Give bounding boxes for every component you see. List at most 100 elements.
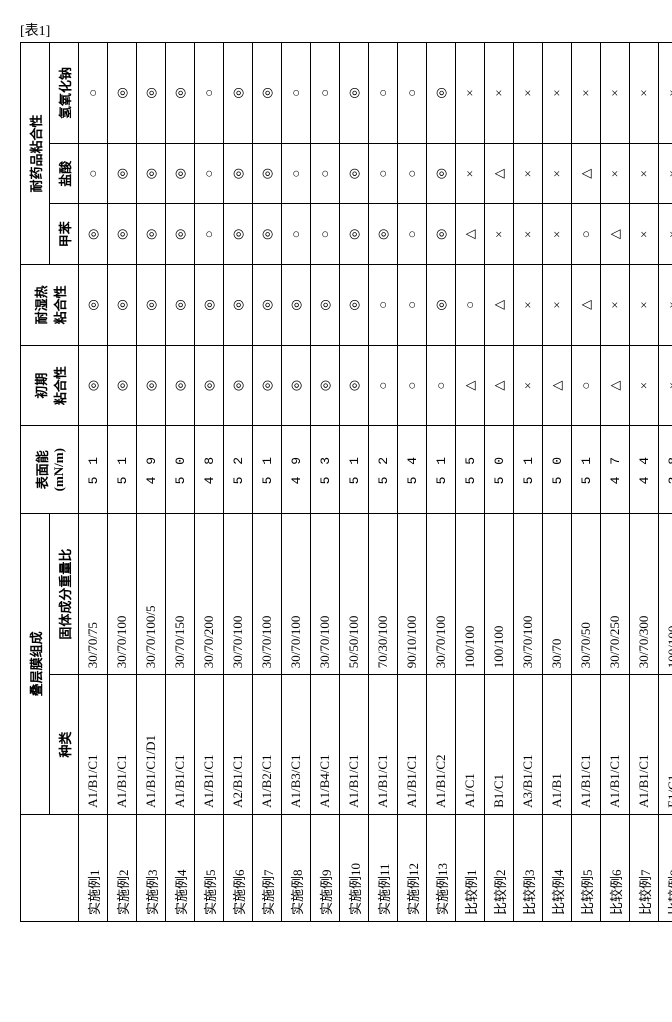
cell-wet-heat: ◎ xyxy=(253,265,282,346)
row-label: 比较例1 xyxy=(456,814,485,921)
cell-wet-heat: ◎ xyxy=(427,265,456,346)
cell-type: A1/C1 xyxy=(456,675,485,815)
row-label: 实施例3 xyxy=(137,814,166,921)
cell-ratio: 30/70/100/5 xyxy=(137,513,166,674)
cell-surface-energy: 4 7 xyxy=(601,426,630,513)
cell-wet-heat: ○ xyxy=(456,265,485,346)
cell-naoh: ◎ xyxy=(137,43,166,144)
cell-toluene: ◎ xyxy=(224,204,253,265)
table-row: 比较例5A1/B1/C130/70/505 1○△○△× xyxy=(572,43,601,922)
cell-surface-energy: 5 0 xyxy=(166,426,195,513)
cell-wet-heat: × xyxy=(630,265,659,346)
cell-type: E1/C1 xyxy=(659,675,672,815)
table-row: 实施例13A1/B1/C230/70/1005 1○◎◎◎◎ xyxy=(427,43,456,922)
cell-hcl: × xyxy=(630,143,659,204)
cell-type: A2/B1/C1 xyxy=(224,675,253,815)
cell-ratio: 50/50/100 xyxy=(340,513,369,674)
cell-ratio: 30/70/150 xyxy=(166,513,195,674)
col-initial-adhesion: 初期 粘合性 xyxy=(21,345,79,426)
row-label: 比较例2 xyxy=(485,814,514,921)
cell-initial: ○ xyxy=(398,345,427,426)
col-hcl: 盐酸 xyxy=(50,143,79,204)
cell-toluene: ◎ xyxy=(253,204,282,265)
cell-ratio: 30/70/200 xyxy=(195,513,224,674)
cell-surface-energy: 5 1 xyxy=(514,426,543,513)
cell-wet-heat: × xyxy=(659,265,672,346)
row-label: 实施例5 xyxy=(195,814,224,921)
cell-ratio: 30/70/100 xyxy=(427,513,456,674)
cell-ratio: 30/70/100 xyxy=(224,513,253,674)
cell-naoh: ○ xyxy=(311,43,340,144)
cell-ratio: 30/70/250 xyxy=(601,513,630,674)
cell-hcl: ◎ xyxy=(137,143,166,204)
cell-type: B1/C1 xyxy=(485,675,514,815)
cell-toluene: × xyxy=(659,204,672,265)
cell-ratio: 30/70/75 xyxy=(79,513,108,674)
row-label: 实施例1 xyxy=(79,814,108,921)
cell-wet-heat: ◎ xyxy=(108,265,137,346)
row-label: 实施例7 xyxy=(253,814,282,921)
cell-surface-energy: 4 8 xyxy=(195,426,224,513)
cell-ratio: 100/100 xyxy=(485,513,514,674)
cell-hcl: ○ xyxy=(398,143,427,204)
row-label: 实施例11 xyxy=(369,814,398,921)
cell-hcl: ○ xyxy=(79,143,108,204)
cell-toluene: ◎ xyxy=(79,204,108,265)
cell-initial: △ xyxy=(601,345,630,426)
cell-ratio: 30/70/50 xyxy=(572,513,601,674)
cell-surface-energy: 5 1 xyxy=(340,426,369,513)
cell-wet-heat: ◎ xyxy=(340,265,369,346)
cell-initial: ◎ xyxy=(224,345,253,426)
cell-toluene: ◎ xyxy=(369,204,398,265)
cell-hcl: ○ xyxy=(311,143,340,204)
row-label: 实施例9 xyxy=(311,814,340,921)
col-surface-energy: 表面能 (mN/m) xyxy=(21,426,79,513)
cell-initial: × xyxy=(514,345,543,426)
row-label: 实施例6 xyxy=(224,814,253,921)
cell-hcl: △ xyxy=(485,143,514,204)
cell-initial: × xyxy=(659,345,672,426)
cell-initial: ○ xyxy=(369,345,398,426)
cell-ratio: 30/70/100 xyxy=(311,513,340,674)
col-wet-heat-adhesion: 耐湿热 粘合性 xyxy=(21,265,79,346)
table-row: 实施例7A1/B2/C130/70/1005 1◎◎◎◎◎ xyxy=(253,43,282,922)
cell-toluene: × xyxy=(514,204,543,265)
row-label: 比较例5 xyxy=(572,814,601,921)
cell-naoh: × xyxy=(659,43,672,144)
cell-ratio: 30/70/100 xyxy=(282,513,311,674)
table-row: 实施例1A1/B1/C130/70/755 1◎◎◎○○ xyxy=(79,43,108,922)
cell-type: A1/B1/C2 xyxy=(427,675,456,815)
cell-initial: △ xyxy=(456,345,485,426)
cell-initial: ◎ xyxy=(166,345,195,426)
cell-naoh: ◎ xyxy=(166,43,195,144)
cell-hcl: ○ xyxy=(282,143,311,204)
cell-type: A1/B4/C1 xyxy=(311,675,340,815)
table-row: 实施例4A1/B1/C130/70/1505 0◎◎◎◎◎ xyxy=(166,43,195,922)
cell-naoh: ◎ xyxy=(224,43,253,144)
table-row: 实施例12A1/B1/C190/10/1005 4○○○○○ xyxy=(398,43,427,922)
cell-initial: × xyxy=(630,345,659,426)
cell-naoh: ○ xyxy=(79,43,108,144)
cell-hcl: × xyxy=(456,143,485,204)
cell-naoh: ○ xyxy=(369,43,398,144)
cell-wet-heat: △ xyxy=(485,265,514,346)
cell-ratio: 30/70/100 xyxy=(514,513,543,674)
cell-initial: △ xyxy=(543,345,572,426)
cell-toluene: △ xyxy=(456,204,485,265)
cell-initial: ◎ xyxy=(79,345,108,426)
data-table: 叠层膜组成 表面能 (mN/m) 初期 粘合性 耐湿热 粘合性 耐药品粘合性 种… xyxy=(20,42,672,922)
cell-ratio: 100/100 xyxy=(659,513,672,674)
row-label: 比较例7 xyxy=(630,814,659,921)
cell-surface-energy: 4 4 xyxy=(630,426,659,513)
col-toluene: 甲苯 xyxy=(50,204,79,265)
cell-type: A1/B1/C1 xyxy=(79,675,108,815)
row-label: 比较例3 xyxy=(514,814,543,921)
cell-wet-heat: △ xyxy=(572,265,601,346)
table-row: 实施例5A1/B1/C130/70/2004 8◎◎○○○ xyxy=(195,43,224,922)
cell-type: A1/B1/C1 xyxy=(601,675,630,815)
cell-hcl: ○ xyxy=(369,143,398,204)
col-group-composition: 叠层膜组成 xyxy=(21,513,50,814)
cell-ratio: 100/100 xyxy=(456,513,485,674)
col-type: 种类 xyxy=(50,675,79,815)
cell-naoh: × xyxy=(572,43,601,144)
